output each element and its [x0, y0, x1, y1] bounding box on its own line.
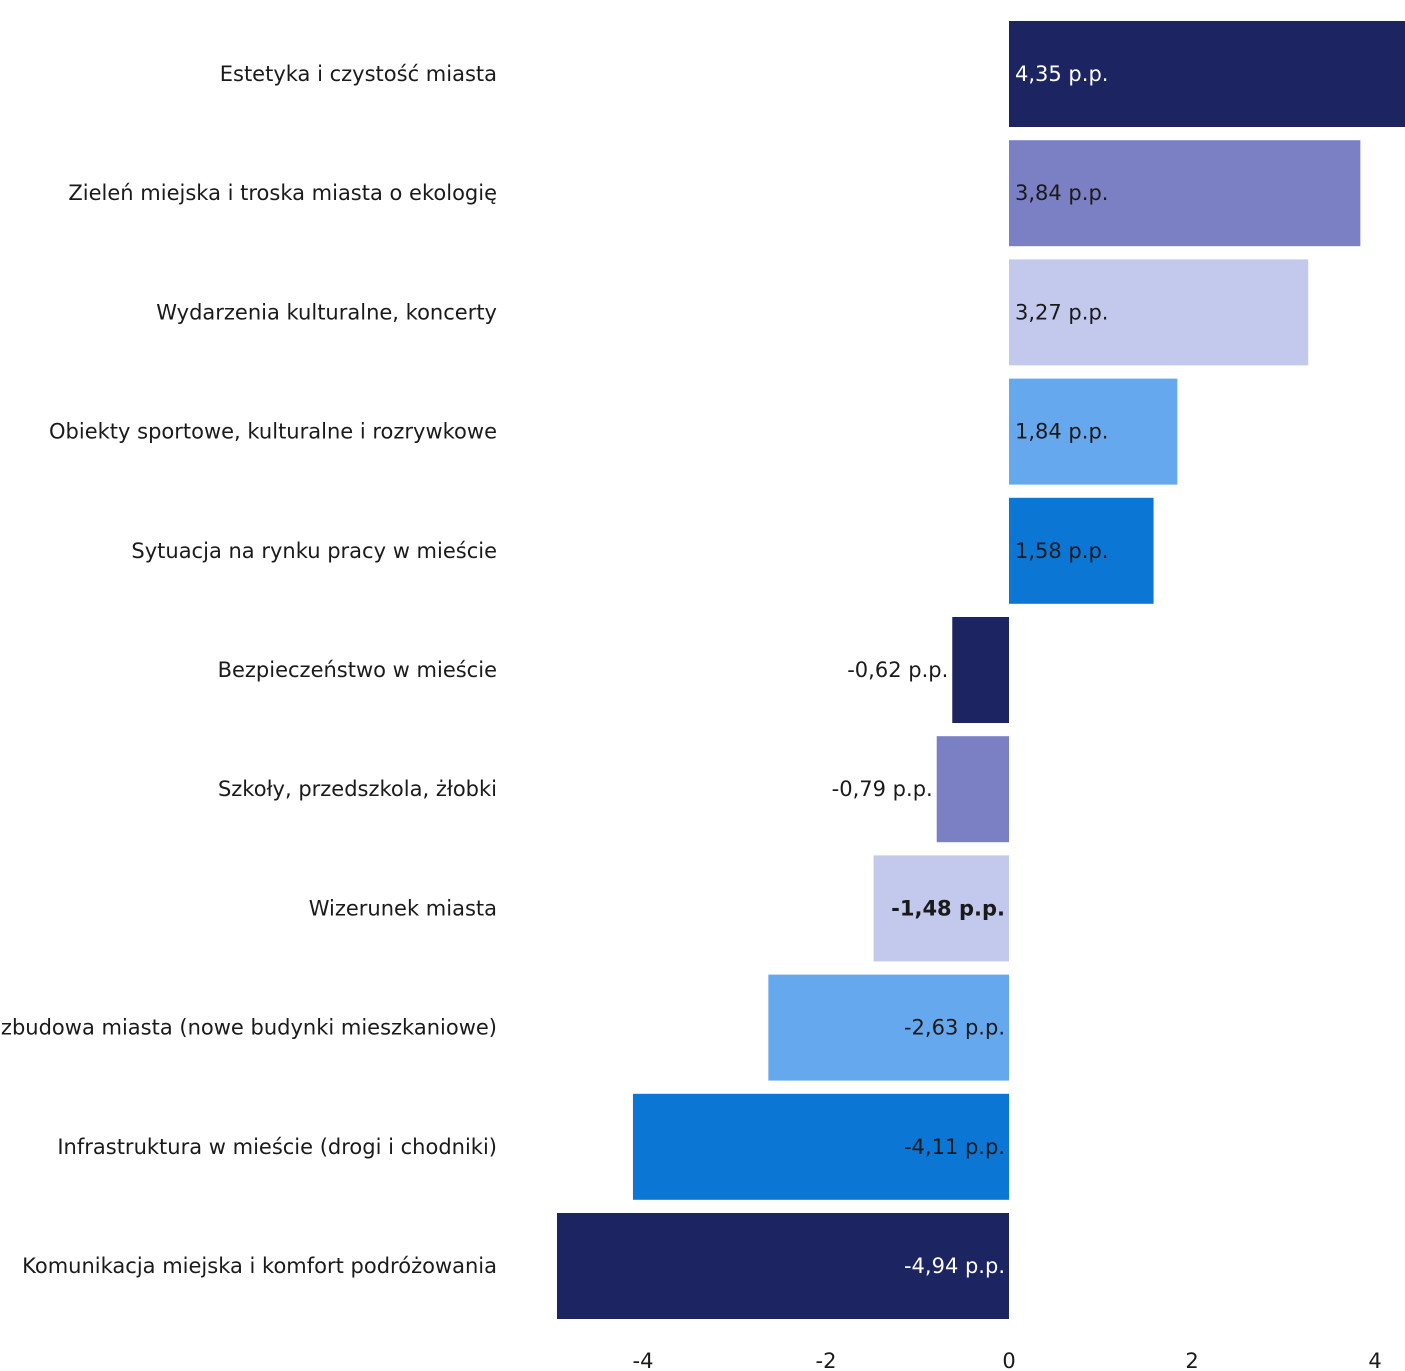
- data-label: 4,35 p.p.: [1015, 62, 1108, 86]
- category-label: Rozbudowa miasta (nowe budynki mieszkani…: [0, 1016, 497, 1040]
- bar: [952, 617, 1009, 723]
- x-tick-label: 0: [1002, 1349, 1015, 1371]
- category-label: Szkoły, przedszkola, żłobki: [218, 777, 497, 801]
- data-label: 1,58 p.p.: [1015, 539, 1108, 563]
- bar: [1009, 21, 1405, 127]
- bar: [632, 1093, 1009, 1200]
- category-label: Infrastruktura w mieście (drogi i chodni…: [57, 1135, 497, 1159]
- category-label: Bezpieczeństwo w mieście: [218, 658, 497, 682]
- bar: [873, 855, 1009, 962]
- category-labels: Estetyka i czystość miasta Zieleń miejska…: [0, 62, 497, 1278]
- data-label: 3,27 p.p.: [1015, 300, 1108, 324]
- data-label: -1,48 p.p.: [891, 896, 1005, 920]
- bar: [1009, 378, 1178, 485]
- data-label: 3,84 p.p.: [1015, 181, 1108, 205]
- bar: [768, 974, 1009, 1081]
- data-label: -0,79 p.p.: [832, 777, 933, 801]
- data-labels: 4,35 p.p. 3,84 p.p. 3,27 p.p. 1,84 p.p. 1,58…: [832, 62, 1109, 1278]
- category-label: Zieleń miejska i troska miasta o ekologi…: [68, 181, 497, 205]
- bar: [1009, 140, 1361, 247]
- category-label: Obiekty sportowe, kulturalne i rozrywkow…: [49, 420, 497, 444]
- data-label: -4,94 p.p.: [904, 1254, 1005, 1278]
- category-label: Estetyka i czystość miasta: [220, 62, 497, 86]
- category-label: Wydarzenia kulturalne, koncerty: [156, 300, 497, 324]
- x-tick-label: 4: [1368, 1349, 1381, 1371]
- category-label: Wizerunek miasta: [309, 896, 497, 920]
- data-label: 1,84 p.p.: [1015, 420, 1108, 444]
- category-label: Komunikacja miejska i komfort podróżowan…: [22, 1254, 497, 1278]
- bar: [936, 736, 1009, 843]
- bar: [1009, 259, 1309, 366]
- data-label: -0,62 p.p.: [847, 658, 948, 682]
- x-tick-label: -4: [633, 1349, 654, 1371]
- data-label: -2,63 p.p.: [904, 1016, 1005, 1040]
- bar: [1009, 497, 1154, 604]
- bars-group: [556, 21, 1405, 1319]
- x-tick-label: -2: [816, 1349, 837, 1371]
- x-tick-label: 2: [1185, 1349, 1198, 1371]
- x-axis-ticks: -4 -2 0 2 4: [633, 1349, 1382, 1371]
- data-label: -4,11 p.p.: [904, 1135, 1005, 1159]
- bar: [556, 1213, 1009, 1319]
- category-label: Sytuacja na rynku pracy w mieście: [131, 539, 497, 563]
